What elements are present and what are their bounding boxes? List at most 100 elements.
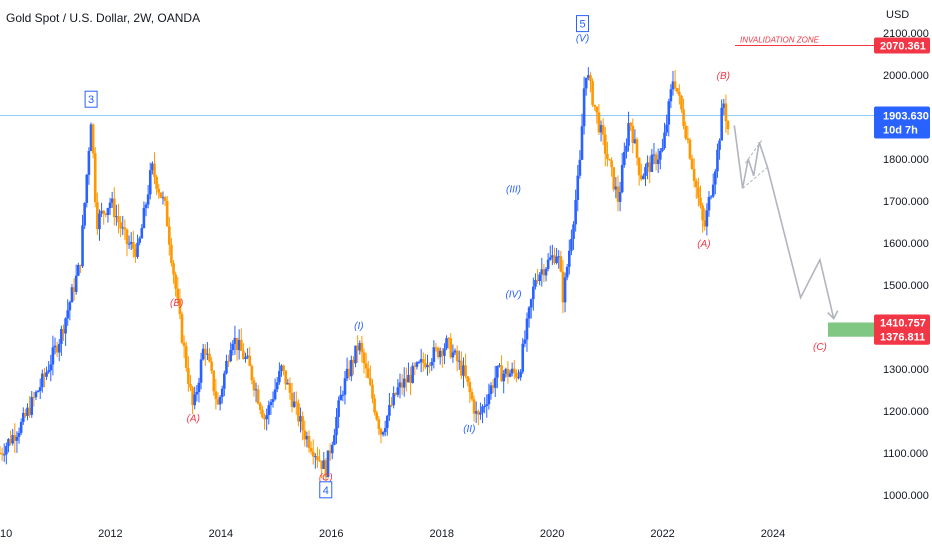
candle-body <box>618 192 622 202</box>
candle-body <box>112 198 116 218</box>
candle-body <box>13 435 17 441</box>
candle-body <box>134 248 137 257</box>
candle-body <box>680 95 683 110</box>
candle-body <box>343 378 347 395</box>
candle-body <box>68 302 72 311</box>
wave-label: (V) <box>576 33 589 44</box>
candle-body <box>326 450 330 478</box>
candle-body <box>671 81 675 90</box>
candle-body <box>227 360 230 362</box>
candle-body <box>722 103 726 108</box>
candle-body <box>199 359 203 383</box>
candle-body <box>506 368 510 377</box>
candle-body <box>396 387 400 395</box>
candle-body <box>373 398 376 413</box>
candle-body <box>462 365 465 376</box>
candle-body <box>250 365 254 381</box>
candle-body <box>218 397 222 405</box>
candle-body <box>233 337 237 344</box>
candle-body <box>256 389 260 404</box>
candle-body <box>208 353 211 362</box>
candle-body <box>316 456 319 460</box>
candle-body <box>714 171 717 185</box>
candle-body <box>381 432 385 435</box>
candle-body <box>599 125 603 133</box>
candle-body <box>212 370 216 392</box>
wave-label: (C) <box>813 342 827 353</box>
candle-body <box>153 163 156 177</box>
candle-body <box>195 392 199 395</box>
candle-body <box>563 277 567 303</box>
candle-body <box>89 124 93 152</box>
candle-body <box>561 271 565 303</box>
candle-body <box>551 255 554 258</box>
candle-body <box>443 348 446 356</box>
wave-label-4: 4 <box>323 485 329 497</box>
target-high-tag-bg <box>874 314 930 331</box>
candle-body <box>377 419 381 429</box>
candle-body <box>70 287 74 303</box>
candle-body <box>197 382 201 393</box>
candle-body <box>379 428 383 435</box>
candle-body <box>544 268 548 276</box>
candle-body <box>322 460 326 469</box>
candle-body <box>527 307 531 319</box>
candle-body <box>612 167 616 190</box>
candle-body <box>623 151 626 165</box>
candle-body <box>309 447 313 452</box>
candle-body <box>474 411 478 414</box>
candle-body <box>402 378 406 388</box>
candle-body <box>15 436 19 441</box>
wave-label: (C) <box>319 472 333 483</box>
candle-body <box>659 151 662 160</box>
candle-body <box>41 373 44 388</box>
candle-body <box>419 359 423 363</box>
candle-body <box>521 343 525 372</box>
candle-body <box>335 417 338 436</box>
candle-body <box>341 394 345 396</box>
candle-body <box>711 184 715 197</box>
candle-body <box>595 106 599 113</box>
candle-body <box>30 396 34 415</box>
candle-body <box>366 368 370 379</box>
candle-body <box>682 109 685 126</box>
candle-body <box>280 365 283 372</box>
candle-body <box>159 192 163 198</box>
candle-body <box>508 373 512 377</box>
candle-body <box>652 154 656 156</box>
candle-body <box>191 387 194 406</box>
candle-body <box>358 342 362 351</box>
candle-body <box>709 196 713 198</box>
candle-body <box>324 460 328 478</box>
candle-body <box>55 345 59 353</box>
candle-body <box>430 361 434 366</box>
candle-body <box>77 264 80 276</box>
candle-body <box>690 158 694 170</box>
candle-body <box>108 202 112 209</box>
candle-body <box>489 385 493 395</box>
candle-body <box>201 348 205 360</box>
candle-body <box>53 345 57 348</box>
candle-body <box>642 175 645 180</box>
candle-body <box>284 370 288 385</box>
projection-arrow-head <box>827 310 839 320</box>
candle-body <box>703 220 707 227</box>
candle-body <box>593 104 596 107</box>
candle-body <box>9 439 12 444</box>
x-tick-label: 2016 <box>319 528 343 540</box>
candle-body <box>168 226 171 245</box>
candle-body <box>347 368 351 377</box>
candle-body <box>434 347 438 349</box>
candle-body <box>675 88 679 92</box>
candle-body <box>0 453 2 454</box>
candle-body <box>667 101 671 125</box>
y-tick-label: 1000.000 <box>883 490 929 502</box>
candle-body <box>98 213 101 230</box>
x-tick-label: 2014 <box>209 528 233 540</box>
candle-body <box>415 362 419 367</box>
candle-body <box>646 162 649 168</box>
candle-body <box>121 227 125 229</box>
candle-body <box>716 149 719 172</box>
candle-body <box>597 112 601 133</box>
